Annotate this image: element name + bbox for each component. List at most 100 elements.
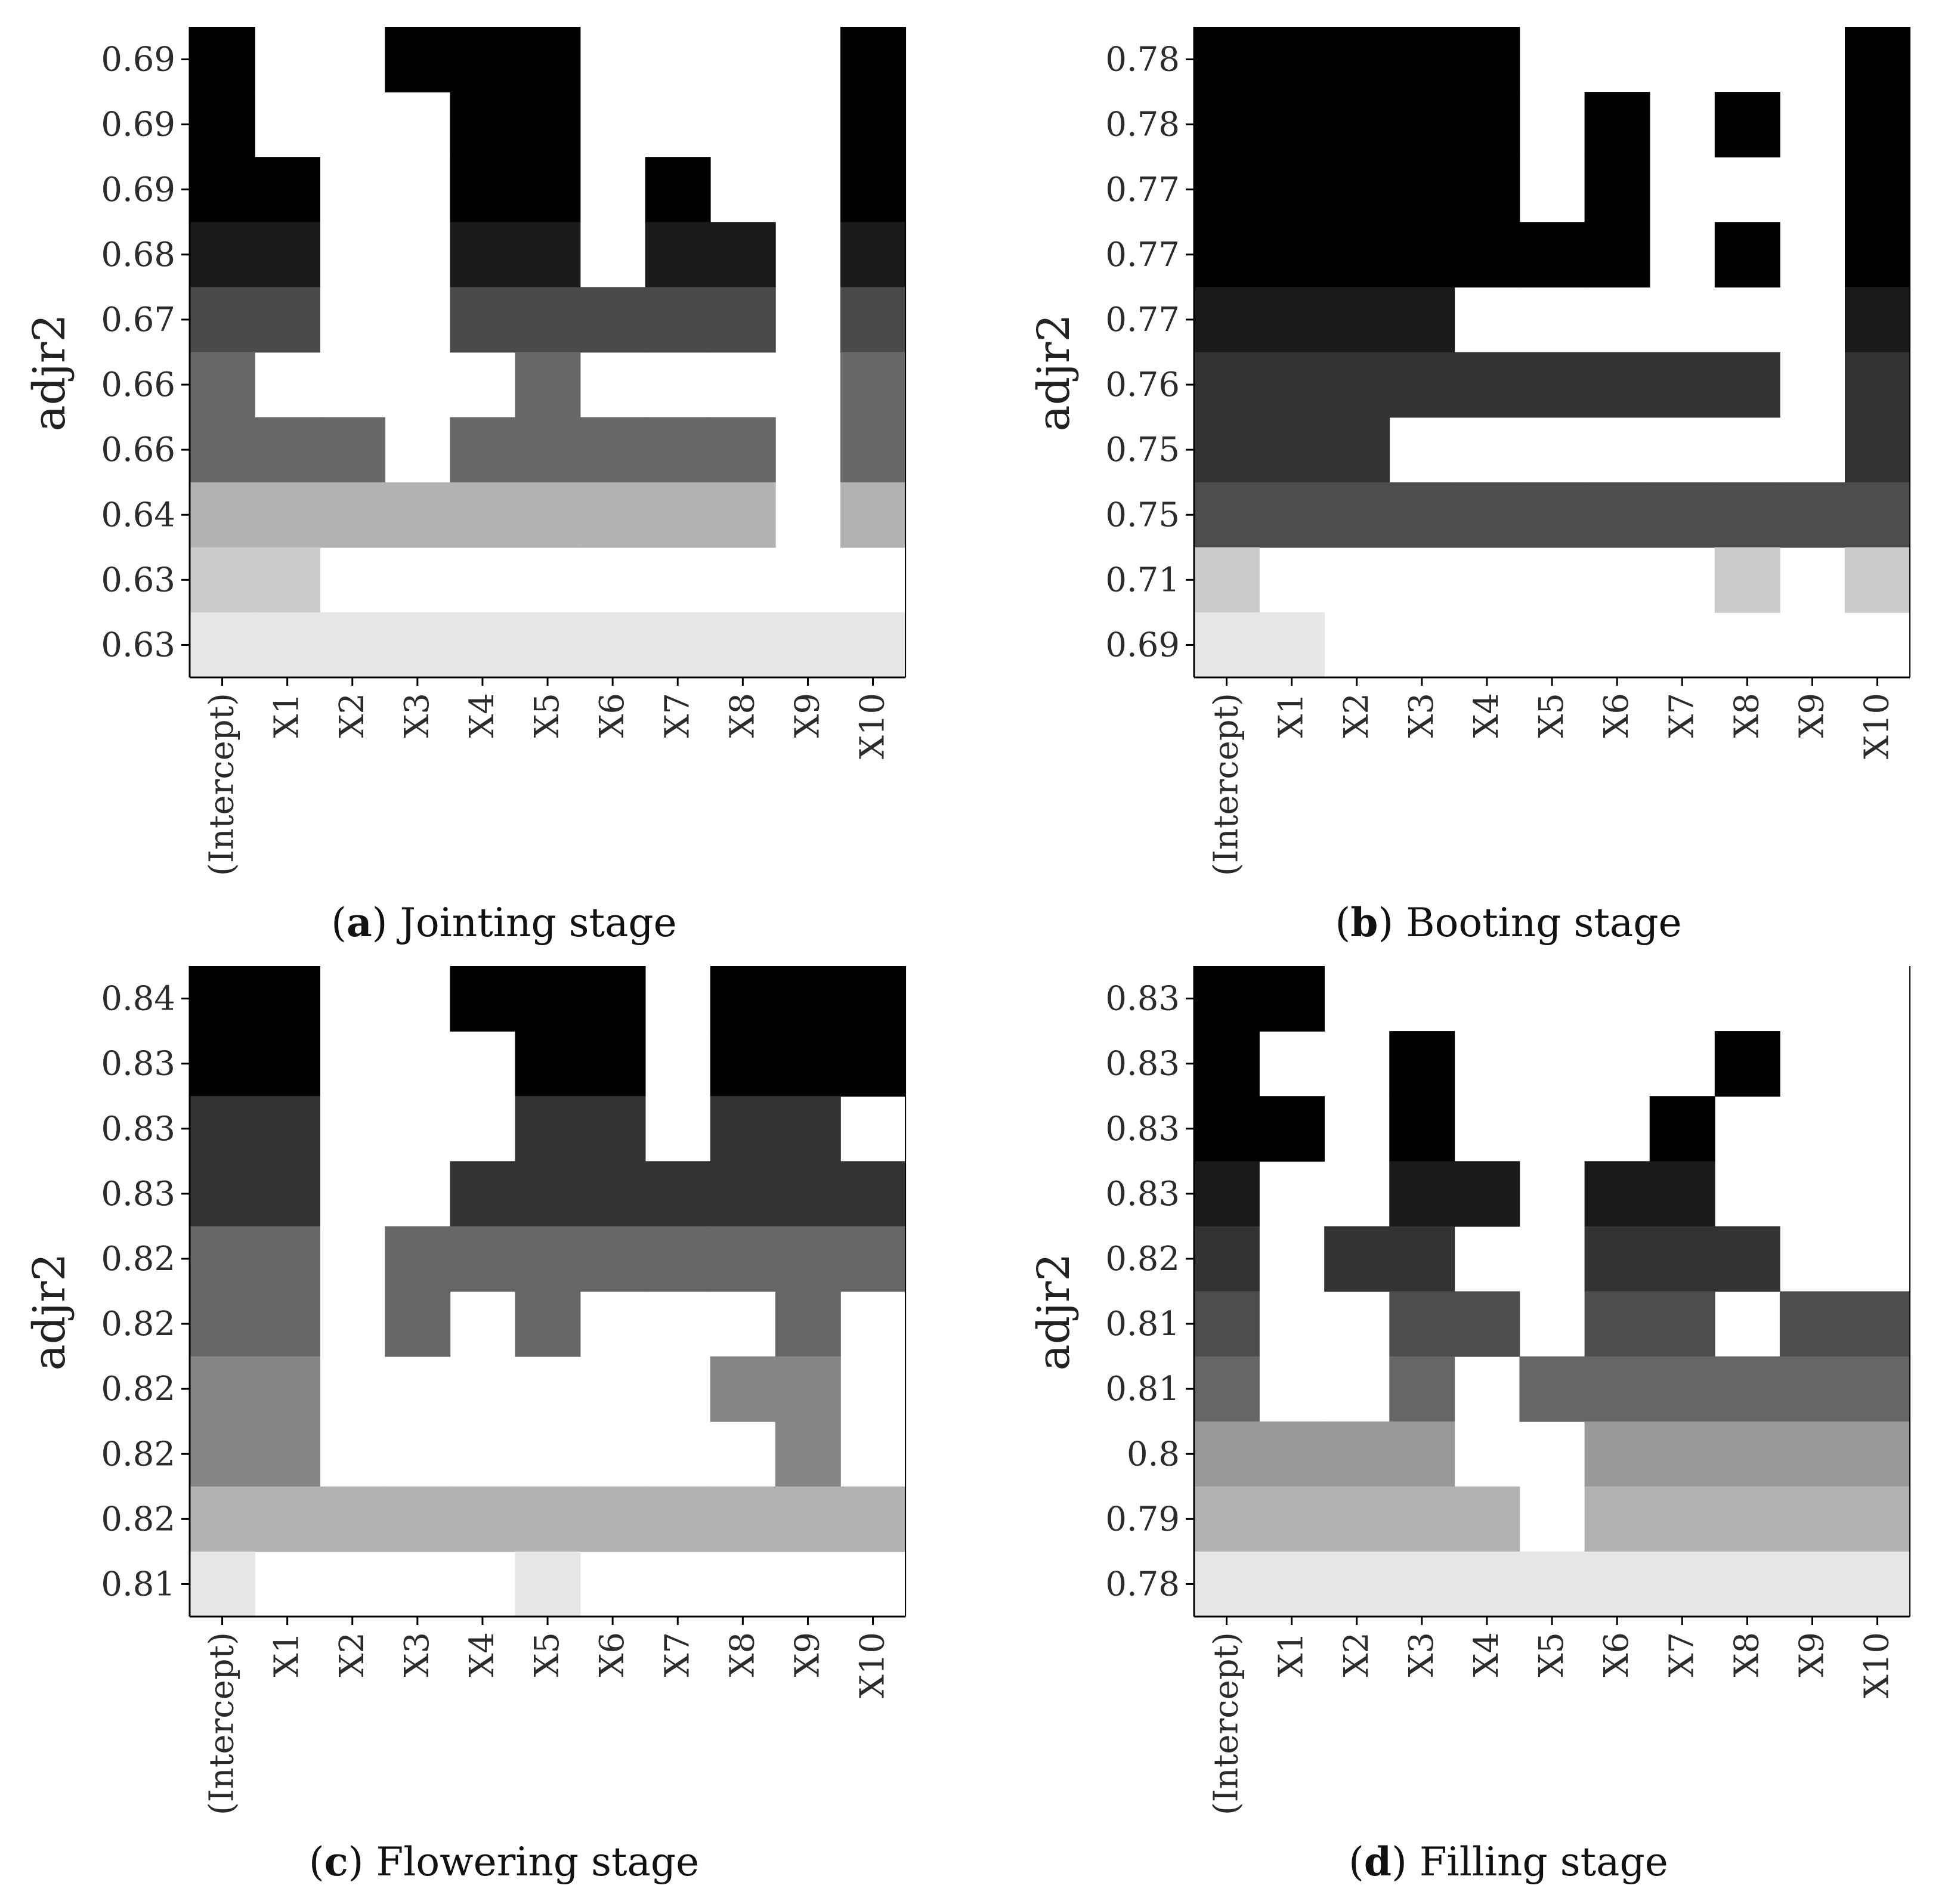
panel-letter: c bbox=[324, 1838, 348, 1885]
x-tick-label: X5 bbox=[528, 693, 567, 738]
x-tick-label: X2 bbox=[1337, 1632, 1376, 1677]
heatmap-cell bbox=[1519, 352, 1585, 418]
y-tick-label: 0.83 bbox=[1105, 1110, 1180, 1148]
heatmap-cell bbox=[580, 1031, 646, 1097]
heatmap-cell bbox=[1584, 1421, 1650, 1487]
heatmap-cell bbox=[255, 287, 320, 353]
heatmap-plot: 0.69 0.69 0.69 0.68 0.67 0.66 0.66 0.64 0.63 0.63… bbox=[101, 27, 907, 876]
heatmap-cell bbox=[190, 92, 255, 157]
panel-letter: b bbox=[1350, 899, 1378, 946]
heatmap-cell bbox=[1389, 1096, 1455, 1162]
heatmap-cell bbox=[320, 417, 386, 483]
heatmap-cell bbox=[190, 1031, 255, 1097]
heatmap-cell bbox=[1649, 1486, 1715, 1552]
heatmap-cell bbox=[645, 287, 711, 353]
x-tick-label: X7 bbox=[1662, 1632, 1701, 1677]
heatmap-cell bbox=[1779, 1551, 1845, 1617]
heatmap-cell bbox=[1584, 1161, 1650, 1227]
heatmap-cell bbox=[1779, 482, 1845, 548]
heatmap-cell bbox=[1845, 1421, 1910, 1487]
heatmap-cell bbox=[1389, 27, 1455, 92]
x-tick-label: X6 bbox=[593, 693, 632, 738]
heatmap-cell bbox=[190, 1226, 255, 1292]
x-tick-label: X7 bbox=[1662, 693, 1701, 738]
y-axis-label: adjr2 bbox=[24, 314, 75, 432]
heatmap-cell bbox=[385, 1291, 451, 1357]
heatmap-cell bbox=[710, 966, 776, 1032]
heatmap-cell bbox=[645, 482, 711, 548]
heatmap-cell bbox=[775, 1161, 841, 1227]
heatmap-cell bbox=[1584, 1356, 1650, 1422]
y-tick-label: 0.81 bbox=[101, 1565, 175, 1603]
heatmap-cell bbox=[1714, 1551, 1780, 1617]
heatmap-cell bbox=[1454, 1486, 1520, 1552]
heatmap-cell bbox=[1324, 1226, 1390, 1292]
heatmap-cell bbox=[1389, 1226, 1455, 1292]
y-tick-label: 0.83 bbox=[1105, 1045, 1180, 1083]
heatmap-plot: 0.78 0.78 0.77 0.77 0.77 0.76 0.75 0.75 0.71 0.69… bbox=[1105, 27, 1911, 876]
heatmap-cell bbox=[645, 157, 711, 223]
x-tick-label: X1 bbox=[1272, 693, 1311, 738]
heatmap-cell bbox=[840, 1161, 906, 1227]
y-tick-label: 0.8 bbox=[1127, 1435, 1180, 1473]
heatmap-cell bbox=[1649, 1551, 1715, 1617]
heatmap-cell bbox=[255, 1161, 320, 1227]
heatmap-cell bbox=[320, 612, 386, 678]
y-tick-label: 0.81 bbox=[1105, 1370, 1180, 1408]
y-tick-label: 0.83 bbox=[101, 1175, 175, 1213]
panel-letter: d bbox=[1364, 1838, 1392, 1885]
heatmap-cell bbox=[775, 1226, 841, 1292]
heatmap-cell bbox=[1194, 222, 1260, 288]
x-tick-label: X2 bbox=[1337, 693, 1376, 738]
heatmap-cell bbox=[190, 222, 255, 288]
heatmap-cell bbox=[1845, 92, 1910, 157]
y-tick-label: 0.84 bbox=[101, 980, 175, 1018]
heatmap-cell bbox=[1845, 287, 1910, 353]
heatmap-cell bbox=[580, 417, 646, 483]
heatmap-cell bbox=[645, 612, 711, 678]
heatmap-cell bbox=[190, 1421, 255, 1487]
heatmap-cell bbox=[1324, 222, 1390, 288]
heatmap-cell bbox=[1324, 1551, 1390, 1617]
heatmap-cell bbox=[255, 222, 320, 288]
heatmap-cell bbox=[385, 482, 451, 548]
y-axis-label: adjr2 bbox=[24, 1253, 75, 1371]
heatmap-cell bbox=[1389, 1356, 1455, 1422]
heatmap-cell bbox=[1194, 1421, 1260, 1487]
heatmap-cell bbox=[1194, 157, 1260, 223]
heatmap-cell bbox=[515, 222, 581, 288]
y-tick-label: 0.82 bbox=[101, 1370, 175, 1408]
heatmap-cell bbox=[1389, 1161, 1455, 1227]
heatmap-cell bbox=[1389, 482, 1455, 548]
heatmap-cell bbox=[385, 27, 451, 92]
caption-text: Booting stage bbox=[1406, 900, 1681, 946]
heatmap-cell bbox=[1584, 1486, 1650, 1552]
x-tick-label: X4 bbox=[463, 1632, 502, 1677]
heatmap-cell bbox=[515, 1486, 581, 1552]
y-tick-label: 0.83 bbox=[1105, 1175, 1180, 1213]
heatmap-cell bbox=[190, 287, 255, 353]
heatmap-cell bbox=[1779, 1486, 1845, 1552]
panel-d: adjr2 0.83 0.83 0.83 0.83 0.82 0.81 0.81 0.8 0.7… bbox=[1028, 966, 1911, 1885]
heatmap-cell bbox=[1389, 1421, 1455, 1487]
y-tick-label: 0.64 bbox=[101, 496, 175, 534]
heatmap-cell bbox=[255, 966, 320, 1032]
x-tick-label: X5 bbox=[1532, 693, 1571, 738]
x-tick-label: (Intercept) bbox=[1207, 693, 1246, 876]
heatmap-cell bbox=[1714, 482, 1780, 548]
heatmap-cell bbox=[840, 27, 906, 92]
heatmap-cell bbox=[710, 1356, 776, 1422]
x-tick-label: X9 bbox=[789, 693, 827, 738]
y-tick-label: 0.82 bbox=[101, 1500, 175, 1538]
heatmap-cell bbox=[1389, 1551, 1455, 1617]
heatmap-cell bbox=[1389, 1031, 1455, 1097]
heatmap-cell bbox=[255, 157, 320, 223]
heatmap-cell bbox=[1194, 352, 1260, 418]
heatmap-cell bbox=[1649, 1291, 1715, 1357]
heatmap-cell bbox=[1194, 482, 1260, 548]
x-tick-label: X8 bbox=[723, 693, 762, 738]
heatmap-cell bbox=[1324, 417, 1390, 483]
heatmap-cell bbox=[450, 222, 516, 288]
heatmap-cell bbox=[710, 1161, 776, 1227]
